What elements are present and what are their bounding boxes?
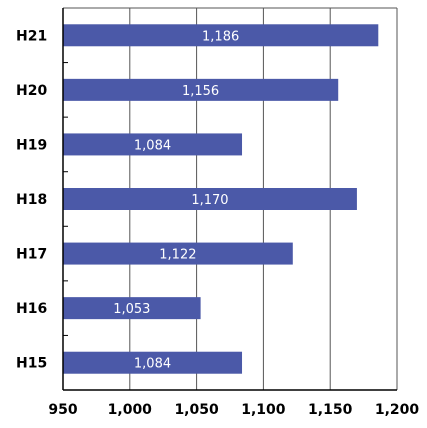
category-label: H16 <box>16 301 47 317</box>
category-label: H18 <box>16 192 47 208</box>
bar <box>63 24 379 47</box>
bar <box>63 297 201 320</box>
category-label: H20 <box>16 83 47 99</box>
bar <box>63 242 293 265</box>
category-label: H19 <box>16 137 47 153</box>
data-label: 1,084 <box>134 138 171 153</box>
category-label: H15 <box>16 356 47 372</box>
bar <box>63 78 339 101</box>
category-labels: H21 H20 H19 H18 H17 H16 H15 <box>16 28 47 371</box>
data-label: 1,053 <box>113 302 150 317</box>
bar <box>63 188 357 210</box>
x-tick-label: 1,200 <box>375 402 420 418</box>
x-tick-labels: 950 1,000 1,050 1,100 1,150 1,200 <box>48 402 419 418</box>
x-tick-label: 1,150 <box>308 402 353 418</box>
data-label: 1,122 <box>159 248 196 263</box>
chart-bars: 1,186 1,156 1,084 1,170 1,122 1,053 1,084 <box>63 24 379 374</box>
category-label: H21 <box>16 28 47 44</box>
data-label: 1,170 <box>191 193 228 208</box>
data-label: 1,084 <box>134 357 171 372</box>
x-tick-label: 1,100 <box>241 402 286 418</box>
chart-axes <box>62 8 397 391</box>
category-label: H17 <box>16 247 47 263</box>
x-tick-label: 1,000 <box>108 402 153 418</box>
bar <box>63 351 243 374</box>
bar <box>63 133 243 156</box>
x-tick-label: 950 <box>48 402 77 418</box>
x-tick-label: 1,050 <box>174 402 219 418</box>
data-label: 1,156 <box>182 84 219 99</box>
data-label: 1,186 <box>202 29 239 44</box>
